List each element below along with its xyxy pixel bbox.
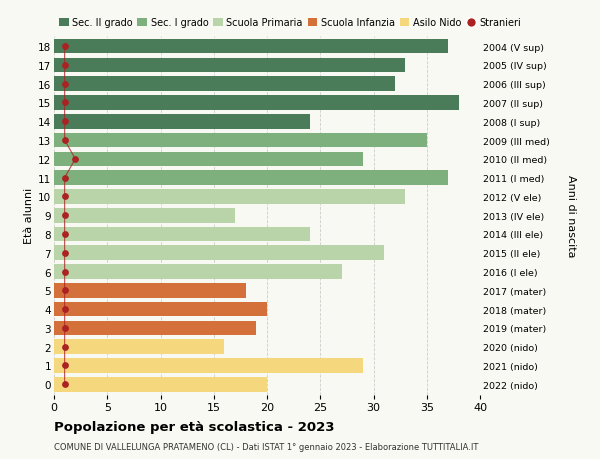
Bar: [54, 134, 427, 148]
Point: [60, 212, 70, 219]
Point: [60, 250, 70, 257]
Point: [60, 306, 70, 313]
Bar: [54, 283, 246, 298]
Point: [60, 81, 70, 88]
Point: [60, 325, 70, 332]
Point: [60, 269, 70, 276]
Bar: [54, 171, 448, 185]
Bar: [54, 190, 406, 204]
Point: [60, 287, 70, 294]
Bar: [54, 265, 341, 279]
Bar: [54, 377, 267, 392]
Point: [60, 174, 70, 182]
Legend: Sec. II grado, Sec. I grado, Scuola Primaria, Scuola Infanzia, Asilo Nido, Stran: Sec. II grado, Sec. I grado, Scuola Prim…: [59, 18, 521, 28]
Bar: [54, 96, 459, 111]
Bar: [54, 227, 310, 242]
Text: Popolazione per età scolastica - 2023: Popolazione per età scolastica - 2023: [54, 420, 335, 433]
Bar: [54, 358, 363, 373]
Point: [60, 62, 70, 69]
Point: [60, 137, 70, 145]
Text: COMUNE DI VALLELUNGA PRATAMENO (CL) - Dati ISTAT 1° gennaio 2023 - Elaborazione : COMUNE DI VALLELUNGA PRATAMENO (CL) - Da…: [54, 442, 478, 451]
Bar: [54, 152, 363, 167]
Bar: [54, 246, 384, 261]
Y-axis label: Anni di nascita: Anni di nascita: [566, 174, 577, 257]
Point: [60, 381, 70, 388]
Point: [60, 193, 70, 201]
Bar: [54, 58, 406, 73]
Point: [60, 343, 70, 351]
Bar: [54, 115, 310, 129]
Point: [60, 118, 70, 126]
Bar: [54, 208, 235, 223]
Bar: [54, 321, 256, 336]
Bar: [54, 77, 395, 92]
Point: [60, 362, 70, 369]
Bar: [54, 40, 448, 54]
Bar: [54, 302, 267, 317]
Point: [71, 156, 80, 163]
Point: [60, 43, 70, 50]
Y-axis label: Età alunni: Età alunni: [24, 188, 34, 244]
Point: [60, 231, 70, 238]
Point: [60, 100, 70, 107]
Bar: [54, 340, 224, 354]
